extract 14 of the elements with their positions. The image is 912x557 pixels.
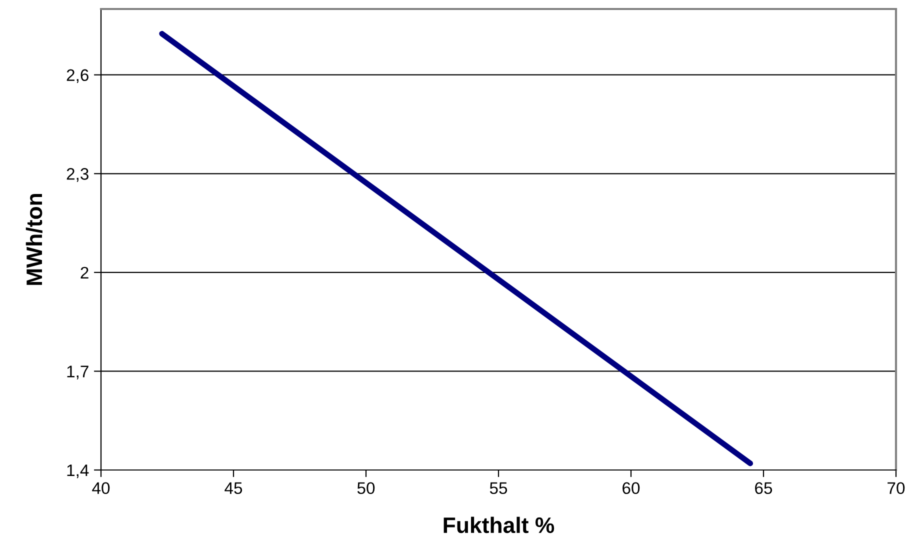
y-tick-label: 2,6 [66,69,88,84]
y-tick-label: 2 [80,266,88,278]
y-axis-title: MWh/ton [26,194,42,285]
x-tick-label: 45 [224,482,242,494]
y-tick-label: 1,4 [67,464,89,478]
x-tick-label: 60 [622,482,640,494]
x-tick-label: 40 [92,482,110,494]
x-tick-label: 70 [888,482,905,494]
x-tick-label: 65 [755,482,772,494]
y-tick-label: 2,3 [66,168,88,182]
x-tick-label: 50 [357,482,375,494]
x-axis-title: Fukthalt % [444,516,554,534]
x-tick-label: 55 [490,482,508,494]
y-tick-label: 1,7 [67,366,88,380]
